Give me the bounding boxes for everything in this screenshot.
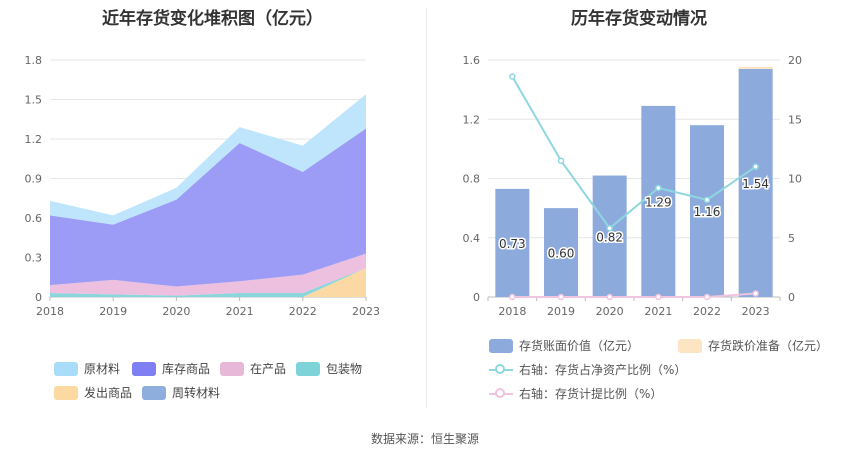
inventory-bar [495,188,530,297]
line-point [703,293,711,301]
right-legend-item[interactable]: 右轴：存货占净资产比例（%） [489,361,686,378]
inventory-bar [690,125,724,297]
bar-value-label: 1.54 [742,177,769,191]
inventory-bar [592,175,627,297]
left-legend-item[interactable]: 包装物 [296,360,362,377]
stacked-area-chart: 0 0.3 0.6 0.9 1.2 1.5 1.8 2018 2019 2020 2021 2022 2… [25,54,381,318]
bar-line-chart-panel: 历年存货变动情况 0 0.4 0.8 1.2 1.6 0 5 10 15 20 2018 2019 20… [428,0,850,420]
inventory-bar [641,105,676,297]
right-left-y-tick-label: 0 [473,291,480,304]
inventory-bar [544,208,578,297]
line-point [606,225,613,232]
right-left-y-tick-label: 1.2 [463,113,481,126]
left-y-tick-label: 0.9 [25,173,43,186]
stacked-area-chart-panel: 近年存货变化堆积图（亿元） 0 0.3 0.6 0.9 1.2 1.5 1.8 2018 201… [0,0,425,420]
right-x-tick-label: 2020 [596,305,624,318]
bar-value-label: 1.16 [694,205,721,219]
left-legend-item[interactable]: 周转材料 [142,384,220,401]
line-point [655,293,662,301]
legend-swatch [489,363,513,377]
bar-line-chart: 0 0.4 0.8 1.2 1.6 0 5 10 15 20 2018 2019 2020 2021 202… [463,54,803,318]
right-right-y-tick-label: 5 [788,232,795,245]
line-point [557,293,565,301]
right-right-y-tick-label: 15 [788,113,802,126]
left-y-tick-label: 1.8 [25,54,43,67]
provision-rate-line [512,292,756,298]
line-point [703,196,711,204]
left-legend-item[interactable]: 原材料 [54,360,120,377]
area-series [50,268,366,297]
panel-divider [426,8,427,408]
left-y-tick-label: 0.3 [25,252,43,265]
right-left-y-tick-label: 0.8 [463,173,481,186]
legend-swatch [142,385,166,400]
bar-value-label: 0.73 [499,237,526,251]
legend-swatch [220,361,244,376]
right-x-tick-label: 2021 [644,305,672,318]
right-chart-title: 历年存货变动情况 [571,9,707,29]
legend-label: 周转材料 [172,386,221,400]
left-legend-item[interactable]: 在产品 [220,360,286,377]
bar-value-label: 0.82 [596,230,623,244]
provision-bar [738,66,773,69]
area-series [50,253,366,296]
legend-swatch [489,387,513,401]
left-x-tick-label: 2022 [289,305,317,318]
right-x-tick-label: 2023 [742,305,770,318]
legend-label: 包装物 [326,362,363,376]
legend-label: 原材料 [84,362,121,376]
area-series [50,94,366,225]
line-point [509,293,516,301]
line-point [606,293,613,301]
line-point [655,184,662,192]
left-x-tick-label: 2019 [99,305,127,318]
left-y-tick-label: 1.5 [25,94,43,107]
legend-swatch [296,361,320,376]
left-y-tick-label: 0 [35,291,42,304]
legend-label: 存货账面价值（亿元） [519,339,640,353]
line-point [752,163,759,170]
line-point [752,290,759,297]
line-point [509,73,516,80]
right-right-y-tick-label: 0 [788,291,795,304]
right-left-y-tick-label: 1.6 [463,54,481,67]
left-legend-item[interactable]: 发出商品 [54,384,132,401]
legend-label: 发出商品 [84,386,133,400]
bar-value-label: 0.60 [548,247,575,261]
line-point [557,157,565,164]
area-series [50,128,366,287]
right-legend-item[interactable]: 存货账面价值（亿元） [489,337,639,354]
right-x-tick-label: 2018 [498,305,526,318]
ratio-line [511,76,757,230]
left-y-tick-label: 0.6 [25,212,43,225]
left-x-tick-label: 2018 [36,305,64,318]
right-x-tick-label: 2019 [547,305,575,318]
left-chart-title: 近年存货变化堆积图（亿元） [102,9,323,29]
left-x-tick-label: 2021 [226,305,254,318]
left-y-tick-label: 1.2 [25,133,43,146]
legend-label: 在产品 [250,362,287,376]
right-x-tick-label: 2022 [693,305,721,318]
right-left-y-tick-label: 0.4 [463,232,481,245]
legend-label: 右轴：存货计提比例（%） [519,387,663,401]
legend-swatch [678,338,702,353]
data-source-note: 数据来源：恒生聚源 [370,432,479,446]
inventory-bar [738,68,773,297]
bar-value-label: 1.29 [645,195,672,209]
left-legend-item[interactable]: 库存商品 [132,360,210,377]
legend-swatch [54,361,78,376]
legend-swatch [489,338,513,353]
right-legend-item[interactable]: 存货跌价准备（亿元） [678,337,828,354]
left-x-tick-label: 2020 [162,305,190,318]
legend-swatch [132,361,156,376]
legend-swatch [54,385,78,400]
legend-label: 右轴：存货占净资产比例（%） [519,363,687,377]
right-right-y-tick-label: 10 [788,173,802,186]
right-legend-item[interactable]: 右轴：存货计提比例（%） [489,385,662,402]
left-x-tick-label: 2023 [352,305,380,318]
legend-label: 库存商品 [162,362,211,376]
legend-label: 存货跌价准备（亿元） [708,339,829,353]
area-series [50,268,366,297]
right-right-y-tick-label: 20 [788,54,802,67]
